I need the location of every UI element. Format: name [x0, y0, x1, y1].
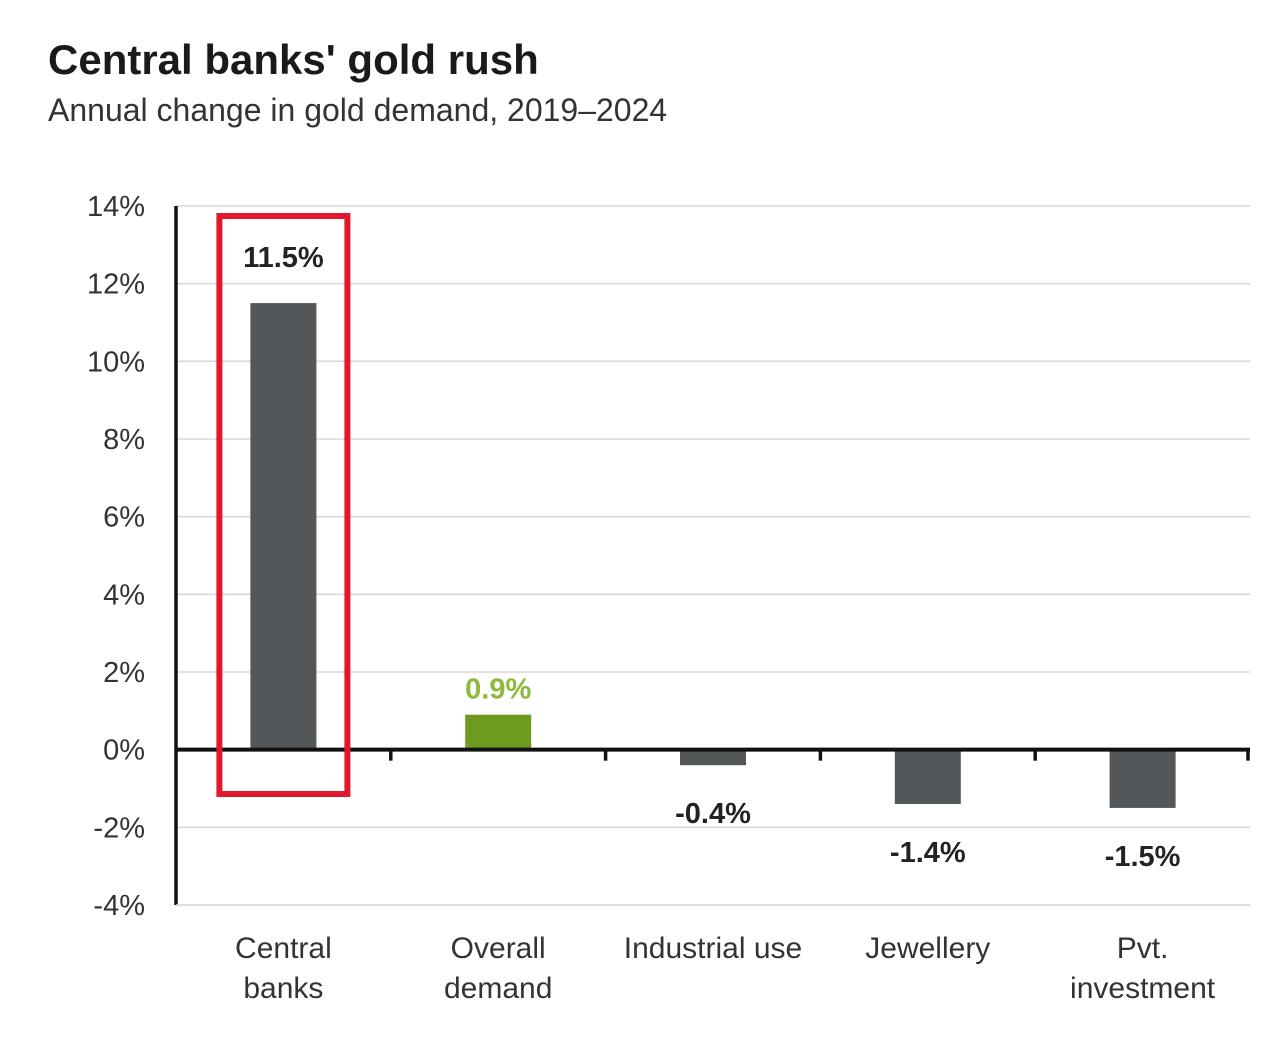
y-tick-label: 2%: [103, 657, 145, 689]
gridlines: [176, 205, 1250, 906]
y-tick-label: 0%: [103, 735, 145, 767]
category-label: Central banks: [235, 932, 332, 1005]
highlight-box: [216, 213, 351, 797]
axes: [174, 206, 1250, 906]
category-label: Pvt. investment: [1070, 932, 1216, 1005]
y-tick-label: 14%: [87, 191, 145, 223]
bars: [250, 303, 1176, 808]
bar: [250, 303, 317, 750]
y-tick-label: 10%: [87, 346, 145, 378]
y-tick-label: 6%: [103, 502, 145, 534]
category-label: Industrial use: [624, 932, 802, 965]
highlight-box-layer: [216, 213, 351, 797]
y-tick-label: -2%: [93, 812, 145, 844]
category-label: Overall demand: [444, 932, 552, 1005]
bar: [465, 714, 532, 750]
bar: [680, 749, 746, 766]
y-tick-label: 4%: [103, 579, 145, 611]
category-labels: Central banks Overall demand Industrial use J…: [235, 932, 1216, 1005]
y-tick-label: 8%: [103, 424, 145, 456]
data-label: 11.5%: [243, 242, 324, 274]
category-label: Jewellery: [865, 932, 990, 965]
bar: [1109, 749, 1176, 808]
data-label: -0.4%: [675, 798, 751, 830]
chart-title: Central banks' gold rush: [48, 36, 539, 83]
data-label: 0.9%: [465, 674, 531, 706]
data-label: -1.5%: [1105, 841, 1181, 873]
data-labels: 11.5% 0.9% -0.4% -1.4% -1.5%: [243, 242, 1181, 873]
bar: [894, 749, 961, 805]
data-label: -1.4%: [890, 837, 966, 869]
y-axis-tick-labels: 14% 12% 10% 8% 6% 4% 2% 0% -2% -4%: [87, 191, 145, 922]
chart-subtitle: Annual change in gold demand, 2019–2024: [48, 92, 668, 128]
y-tick-label: -4%: [93, 890, 145, 922]
y-tick-label: 12%: [87, 269, 145, 301]
